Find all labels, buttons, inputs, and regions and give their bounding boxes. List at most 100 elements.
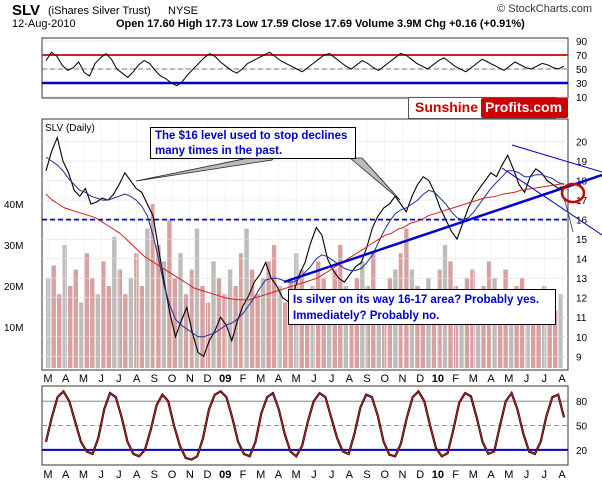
highlight-circle — [560, 182, 586, 204]
ohlc-readout: Open 17.60 High 17.73 Low 17.59 Close 17… — [116, 18, 525, 30]
volume-bar — [415, 286, 420, 368]
volume-bar — [249, 269, 255, 368]
volume-bar — [481, 286, 486, 368]
x-tick-label: F — [240, 373, 247, 385]
stochastic-x-tick-label: S — [151, 469, 158, 481]
brand-logo: Sunshine Profits.com — [408, 97, 569, 119]
volume-bar — [558, 294, 563, 368]
x-tick-label: O — [380, 373, 389, 385]
annotation-pointer-2 — [348, 157, 401, 201]
price-tick-label: 15 — [576, 235, 588, 246]
stochastic-x-tick-label: A — [487, 469, 495, 481]
volume-bar — [260, 277, 266, 368]
exchange: NYSE — [168, 5, 198, 17]
stochastic-x-tick-label: N — [186, 469, 194, 481]
volume-bar — [222, 294, 227, 368]
volume-bar — [530, 294, 536, 368]
stochastic-x-tick-label: F — [240, 469, 247, 481]
x-tick-label: A — [558, 373, 566, 385]
volume-bar — [277, 286, 282, 368]
instrument-name: (iShares Silver Trust) — [48, 5, 151, 17]
price-tick-label: 13 — [576, 274, 588, 285]
volume-bar — [128, 277, 134, 368]
x-tick-label: N — [186, 373, 194, 385]
stochastic-x-tick-label: M — [504, 469, 513, 481]
volume-tick-label: 20M — [4, 282, 23, 293]
price-tick-label: 14 — [576, 255, 588, 266]
volume-bar — [420, 294, 426, 368]
x-tick-label: J — [116, 373, 122, 385]
volume-bar — [266, 261, 271, 368]
volume-tick-label: 40M — [4, 200, 23, 211]
ma-long-line — [45, 183, 565, 301]
rsi-tick-label: 70 — [576, 51, 588, 62]
volume-bar — [90, 277, 95, 368]
rsi-tick-label: 10 — [576, 93, 588, 104]
stochastic-tick-label: 20 — [576, 446, 588, 457]
volume-bar — [553, 310, 558, 368]
price-tick-label: 9 — [576, 352, 582, 363]
stochastic-x-tick-label: O — [380, 469, 389, 481]
ticker: SLV — [12, 2, 41, 19]
volume-bar — [508, 302, 514, 368]
upper-channel-line — [511, 144, 602, 173]
volume-bar — [183, 294, 189, 368]
stochastic-x-tick-label: A — [133, 469, 141, 481]
stochastic-x-tick-label: D — [416, 469, 424, 481]
source-credit: © StockCharts.com — [497, 3, 592, 15]
price-panel-label: SLV (Daily) — [45, 123, 95, 134]
volume-bar — [106, 286, 111, 368]
stochastic-x-tick-label: J — [329, 469, 335, 481]
x-tick-label: D — [416, 373, 424, 385]
support-trend-line — [283, 173, 602, 284]
stochastic-tick-label: 80 — [576, 397, 588, 408]
x-tick-label: J — [524, 373, 530, 385]
volume-tick-label: 30M — [4, 241, 23, 252]
volume-bar — [150, 204, 156, 368]
stochastic-x-tick-label: A — [346, 469, 354, 481]
rsi-panel — [41, 37, 569, 99]
volume-bar — [283, 302, 288, 368]
x-tick-label: A — [133, 373, 141, 385]
volume-bar — [382, 302, 387, 368]
stochastic-x-tick-label: N — [399, 469, 407, 481]
lower-channel-line — [501, 167, 602, 236]
stochastic-x-tick-label: A — [558, 469, 566, 481]
volume-bar — [525, 310, 530, 368]
volume-bar — [547, 294, 552, 368]
x-tick-label: M — [256, 373, 265, 385]
volume-bar — [536, 302, 541, 368]
volume-bar — [271, 245, 277, 368]
price-tick-label: 12 — [576, 294, 588, 305]
volume-bar — [343, 286, 348, 368]
stochastic-x-tick-label: J — [116, 469, 122, 481]
volume-tick-label: 10M — [4, 323, 23, 334]
volume-bar — [79, 302, 84, 368]
x-tick-label: J — [311, 373, 317, 385]
volume-bar — [101, 261, 106, 368]
x-tick-label: M — [504, 373, 513, 385]
stochastic-x-tick-label: J — [98, 469, 104, 481]
volume-bar — [57, 294, 62, 368]
x-tick-label: M — [292, 373, 301, 385]
volume-bar — [327, 302, 332, 368]
x-tick-label: 10 — [432, 373, 444, 385]
volume-bar — [514, 286, 519, 368]
ma-short-line — [45, 156, 565, 338]
stochastic-x-tick-label: J — [524, 469, 530, 481]
volume-bar — [68, 286, 73, 368]
volume-bar — [453, 286, 459, 368]
brand-left: Sunshine — [409, 98, 482, 118]
stochastic-x-tick-label: M — [469, 469, 478, 481]
volume-bar — [310, 286, 315, 368]
x-tick-label: M — [43, 373, 52, 385]
x-tick-label: N — [399, 373, 407, 385]
volume-bar — [51, 265, 56, 368]
stochastic-x-tick-label: O — [168, 469, 177, 481]
volume-bar — [62, 245, 67, 368]
volume-bar — [194, 228, 200, 368]
volume-bar — [431, 302, 437, 368]
volume-bar — [216, 277, 222, 368]
